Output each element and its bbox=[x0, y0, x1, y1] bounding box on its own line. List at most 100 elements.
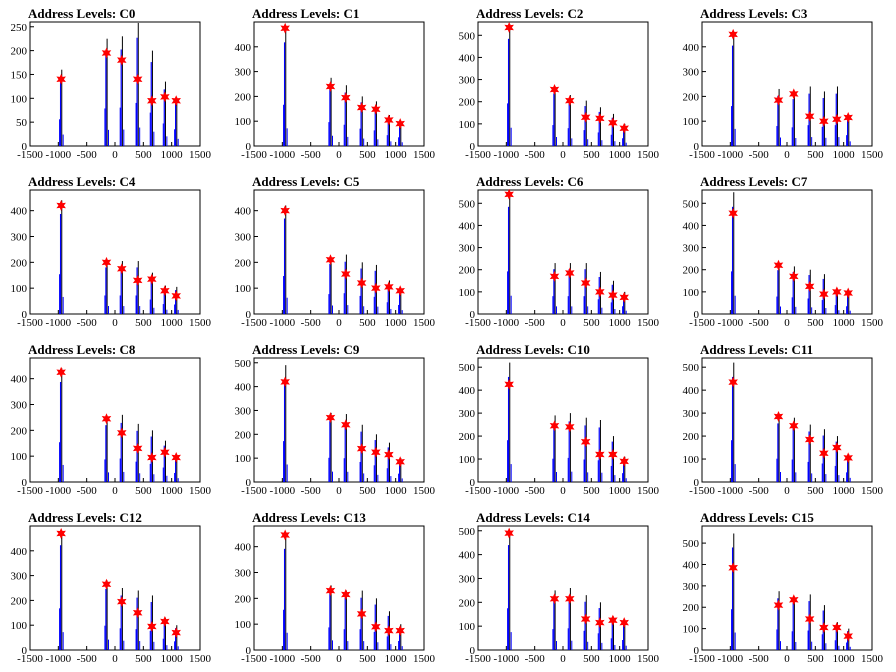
x-tick-label: -500 bbox=[301, 653, 322, 665]
peak-marker bbox=[789, 594, 799, 606]
y-tick-label: 200 bbox=[235, 91, 252, 103]
chart-title: Address Levels: C11 bbox=[700, 342, 813, 357]
x-tick-label: 1500 bbox=[861, 653, 884, 665]
peak-marker bbox=[101, 578, 112, 590]
peak-marker bbox=[171, 627, 181, 639]
peak-marker bbox=[101, 47, 112, 59]
x-tick-label: 1000 bbox=[609, 485, 632, 497]
x-tick-label: 0 bbox=[560, 653, 566, 665]
y-tick-label: 200 bbox=[235, 257, 252, 269]
y-tick-label: 400 bbox=[459, 52, 476, 64]
y-tick-label: 0 bbox=[246, 477, 252, 489]
x-tick-label: -1500 bbox=[17, 317, 43, 329]
x-tick-label: 500 bbox=[583, 485, 600, 497]
y-tick-label: 400 bbox=[683, 385, 700, 397]
y-tick-label: 500 bbox=[459, 198, 476, 210]
peak-marker bbox=[619, 455, 629, 467]
peak-marker bbox=[789, 420, 799, 432]
y-tick-label: 50 bbox=[16, 117, 28, 129]
y-tick-label: 100 bbox=[235, 453, 252, 465]
peak-marker bbox=[56, 200, 66, 211]
peak-marker bbox=[580, 613, 591, 625]
peak-marker bbox=[356, 443, 367, 455]
peak-marker bbox=[549, 420, 560, 432]
x-tick-label: 0 bbox=[336, 149, 342, 161]
y-tick-label: 200 bbox=[459, 431, 476, 443]
chart-panel-2: Address Levels: C20100200300400500-1500-… bbox=[459, 6, 660, 161]
peak-marker bbox=[117, 427, 127, 439]
x-tick-label: -500 bbox=[77, 149, 98, 161]
y-tick-label: 100 bbox=[459, 621, 476, 633]
peak-marker bbox=[773, 411, 784, 423]
y-tick-label: 400 bbox=[459, 385, 476, 397]
y-tick-label: 100 bbox=[459, 454, 476, 466]
x-tick-label: 500 bbox=[807, 485, 824, 497]
x-tick-label: 500 bbox=[359, 653, 376, 665]
peak-marker bbox=[565, 421, 575, 433]
peak-marker bbox=[595, 448, 605, 460]
y-tick-label: 400 bbox=[235, 206, 252, 218]
peak-marker bbox=[565, 95, 575, 107]
peak-marker bbox=[819, 622, 829, 634]
peak-marker bbox=[160, 285, 170, 297]
x-tick-label: 1500 bbox=[637, 149, 660, 161]
peak-marker bbox=[132, 73, 143, 85]
y-tick-label: 0 bbox=[470, 141, 476, 153]
x-tick-label: 0 bbox=[560, 149, 566, 161]
peak-marker bbox=[101, 413, 112, 425]
peak-marker bbox=[549, 270, 560, 282]
y-tick-label: 300 bbox=[459, 243, 476, 255]
x-tick-label: -1000 bbox=[717, 317, 743, 329]
peak-marker bbox=[341, 588, 351, 600]
peak-marker bbox=[843, 452, 853, 464]
x-tick-label: 1000 bbox=[385, 317, 408, 329]
peak-marker bbox=[595, 112, 605, 124]
chart-title: Address Levels: C0 bbox=[28, 6, 135, 21]
peak-marker bbox=[280, 529, 290, 541]
x-tick-label: -1000 bbox=[493, 653, 519, 665]
peak-marker bbox=[580, 277, 591, 289]
y-tick-label: 200 bbox=[683, 91, 700, 103]
y-tick-label: 200 bbox=[459, 265, 476, 277]
x-tick-label: 0 bbox=[112, 149, 118, 161]
peak-marker bbox=[147, 273, 157, 285]
y-tick-label: 500 bbox=[683, 362, 700, 374]
peak-marker bbox=[789, 270, 799, 282]
x-tick-label: 1000 bbox=[833, 485, 856, 497]
chart-title: Address Levels: C1 bbox=[252, 6, 359, 21]
y-tick-label: 300 bbox=[683, 408, 700, 420]
peak-marker bbox=[728, 562, 738, 574]
x-tick-label: -1500 bbox=[465, 149, 491, 161]
peak-marker bbox=[504, 188, 514, 200]
x-tick-label: -500 bbox=[749, 485, 770, 497]
peak-marker bbox=[160, 91, 170, 103]
x-tick-label: -1000 bbox=[45, 317, 71, 329]
x-tick-label: -500 bbox=[77, 653, 98, 665]
peak-marker bbox=[565, 593, 575, 605]
x-tick-label: -1000 bbox=[45, 653, 71, 665]
peak-marker bbox=[117, 263, 127, 275]
chart-panel-5: Address Levels: C5 0 100 200 300 400 -1500 -100… bbox=[235, 174, 436, 329]
peak-marker bbox=[280, 376, 290, 388]
x-tick-label: -1500 bbox=[241, 485, 267, 497]
y-tick-label: 200 bbox=[459, 97, 476, 109]
plot-frame bbox=[701, 525, 873, 651]
peak-marker bbox=[341, 419, 351, 431]
peak-marker bbox=[395, 625, 405, 637]
chart-title: Address Levels: C14 bbox=[476, 510, 590, 525]
x-tick-label: -1000 bbox=[717, 149, 743, 161]
peak-marker bbox=[147, 620, 157, 632]
chart-panel-9: Address Levels: C90100200300400500-1500-… bbox=[235, 342, 436, 497]
peak-marker bbox=[101, 256, 112, 268]
peak-marker bbox=[504, 527, 514, 539]
x-tick-label: -500 bbox=[525, 653, 546, 665]
peak-marker bbox=[843, 111, 853, 123]
peak-marker bbox=[325, 585, 336, 597]
plot-frame bbox=[477, 525, 649, 651]
y-tick-label: 0 bbox=[470, 309, 476, 321]
peak-marker bbox=[728, 28, 738, 40]
peak-marker bbox=[356, 277, 367, 289]
chart-title: Address Levels: C10 bbox=[476, 342, 590, 357]
x-tick-label: -500 bbox=[525, 149, 546, 161]
y-tick-label: 100 bbox=[683, 287, 700, 299]
